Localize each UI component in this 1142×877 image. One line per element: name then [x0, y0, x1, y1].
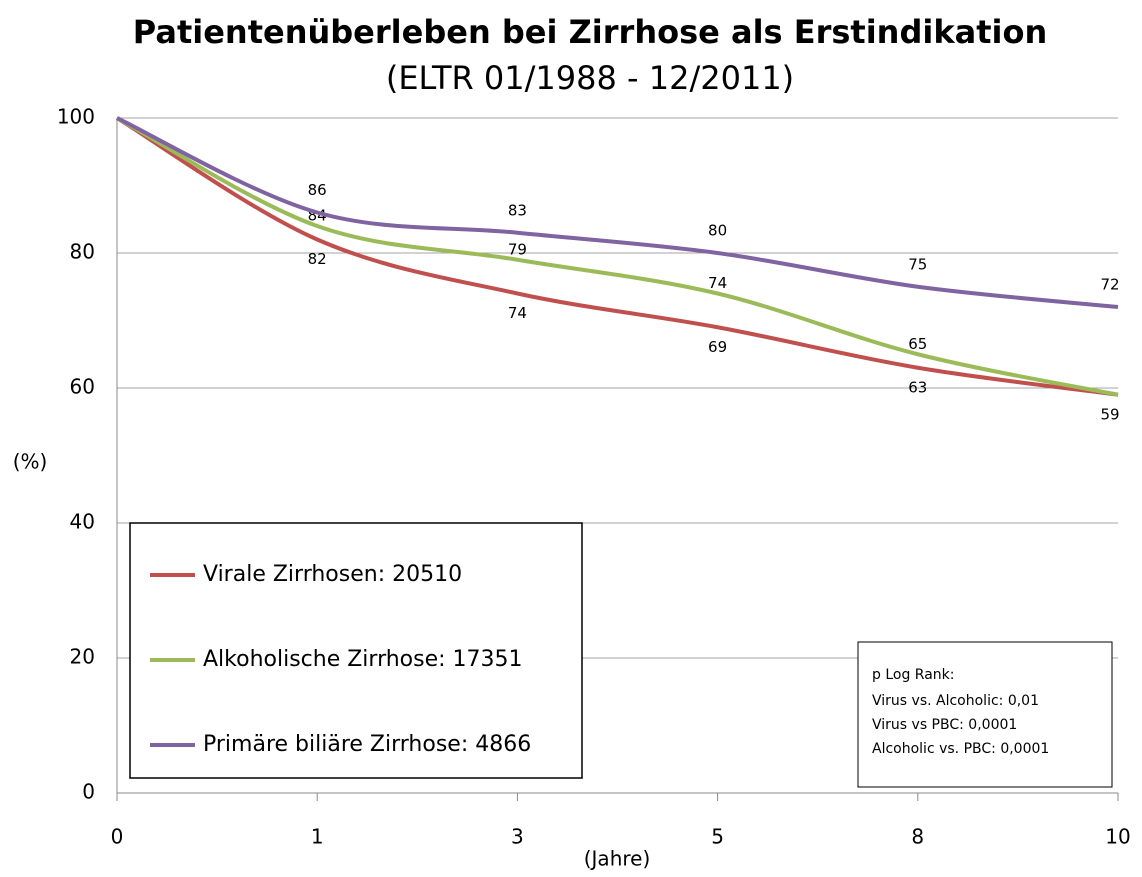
annotation-line: Alcoholic vs. PBC: 0,0001: [872, 741, 1049, 757]
annotation-line: Virus vs. Alcoholic: 0,01: [872, 693, 1039, 709]
data-label: 75: [908, 255, 927, 273]
x-tick-label: 0: [111, 825, 124, 849]
chart-subtitle: (ELTR 01/1988 - 12/2011): [386, 59, 794, 97]
chart-title: Patientenüberleben bei Zirrhose als Erst…: [133, 13, 1047, 51]
data-label: 59: [1100, 405, 1119, 423]
x-tick-label: 10: [1105, 825, 1130, 849]
y-tick-label: 100: [57, 105, 95, 129]
y-tick-label: 80: [70, 240, 95, 264]
annotation-line: Virus vs PBC: 0,0001: [872, 717, 1017, 733]
data-label: 86: [308, 181, 327, 199]
legend-box: [129, 522, 583, 779]
data-label: 65: [908, 335, 927, 353]
y-tick-label: 20: [70, 645, 95, 669]
data-label: 79: [508, 240, 527, 258]
x-tick-label: 5: [711, 825, 724, 849]
data-label: 80: [708, 222, 727, 240]
x-tick-label: 3: [511, 825, 524, 849]
legend-label: Alkoholische Zirrhose: 17351: [203, 647, 523, 672]
data-label: 63: [908, 378, 927, 396]
y-tick-label: 60: [70, 375, 95, 399]
data-label: 82: [308, 250, 327, 268]
series-line: [116, 116, 1119, 397]
x-tick-label: 8: [911, 825, 924, 849]
series-line: [116, 116, 1119, 309]
series-line: [115, 116, 1119, 397]
x-axis-label: (Jahre): [584, 847, 651, 871]
legend-label: Primäre biliäre Zirrhose: 4866: [203, 732, 531, 757]
data-label: 72: [1100, 276, 1119, 294]
y-axis-label: (%): [13, 450, 48, 474]
legend-label: Virale Zirrhosen: 20510: [203, 562, 462, 587]
data-label: 69: [708, 338, 727, 356]
annotation-box: [857, 641, 1113, 788]
x-tick-label: 1: [311, 825, 324, 849]
y-tick-label: 0: [82, 780, 95, 804]
annotation-title: p Log Rank:: [872, 667, 955, 683]
y-tick-label: 40: [70, 510, 95, 534]
data-label: 83: [508, 201, 527, 219]
data-label: 74: [508, 304, 527, 322]
data-label: 74: [708, 274, 727, 292]
